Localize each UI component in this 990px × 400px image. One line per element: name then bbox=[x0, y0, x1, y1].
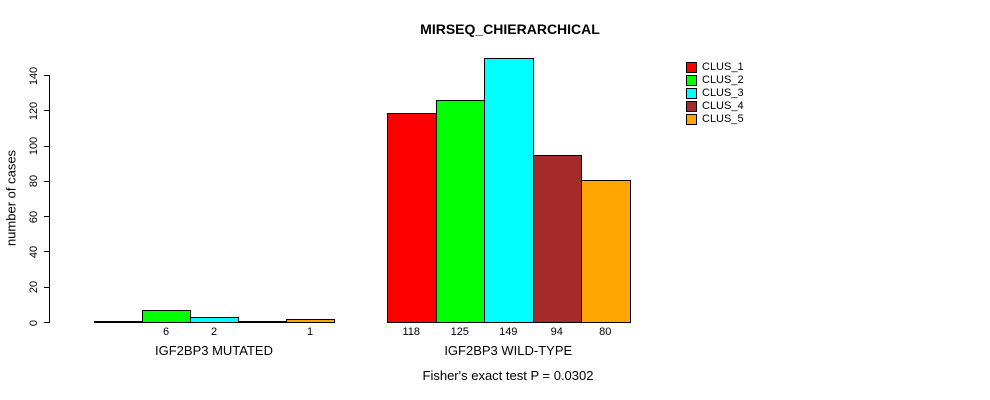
legend-label: CLUS_2 bbox=[702, 74, 744, 86]
legend-item-clus_5: CLUS_5 bbox=[686, 113, 744, 126]
bar-clus_4 bbox=[238, 321, 287, 323]
bar-clus_3 bbox=[484, 58, 534, 323]
legend-item-clus_3: CLUS_3 bbox=[686, 87, 744, 100]
y-tick-label: 120 bbox=[28, 101, 40, 120]
y-tick-label: 40 bbox=[28, 245, 40, 259]
group-label: IGF2BP3 WILD-TYPE bbox=[444, 343, 573, 358]
legend-label: CLUS_1 bbox=[702, 61, 744, 73]
y-tick-label: 60 bbox=[28, 210, 40, 223]
group-label: IGF2BP3 MUTATED bbox=[155, 343, 273, 358]
legend-label: CLUS_3 bbox=[702, 87, 744, 99]
legend-swatch-clus_2 bbox=[686, 75, 697, 86]
y-axis-line bbox=[49, 75, 50, 323]
bar-clus_2 bbox=[435, 100, 485, 323]
bar-value-label: 6 bbox=[162, 326, 170, 338]
y-tick-mark bbox=[44, 251, 49, 253]
legend-swatch-clus_1 bbox=[686, 62, 697, 73]
y-tick-mark bbox=[44, 145, 49, 147]
y-tick-mark bbox=[44, 110, 49, 112]
bar-clus_1 bbox=[387, 112, 437, 323]
y-tick-mark bbox=[44, 180, 49, 182]
y-tick-label: 100 bbox=[28, 136, 40, 156]
legend-swatch-clus_5 bbox=[686, 114, 697, 125]
bar-value-label: 94 bbox=[550, 326, 563, 338]
y-tick-label: 80 bbox=[28, 175, 40, 188]
bar-value-label: 1 bbox=[306, 326, 314, 338]
bar-value-label: 2 bbox=[210, 326, 218, 338]
bar-value-label: 118 bbox=[402, 326, 421, 338]
bar-clus_2 bbox=[142, 310, 191, 323]
y-tick-label: 140 bbox=[28, 66, 40, 85]
y-tick-mark bbox=[44, 216, 49, 218]
legend-item-clus_2: CLUS_2 bbox=[686, 74, 744, 87]
legend: CLUS_1 CLUS_2 CLUS_3 CLUS_4 CLUS_5 bbox=[686, 61, 744, 126]
bar-clus_5 bbox=[581, 179, 631, 323]
legend-swatch-clus_3 bbox=[686, 88, 697, 99]
chart-title: MIRSEQ_CHIERARCHICAL bbox=[420, 21, 600, 37]
y-tick-label: 20 bbox=[28, 281, 40, 294]
legend-label: CLUS_5 bbox=[702, 113, 744, 125]
bar-clus_5 bbox=[286, 319, 335, 323]
y-tick-mark bbox=[44, 322, 49, 323]
bar-clus_4 bbox=[532, 155, 582, 323]
legend-swatch-clus_4 bbox=[686, 101, 697, 112]
bar-value-label: 149 bbox=[499, 326, 518, 338]
bar-value-label: 125 bbox=[450, 326, 469, 338]
y-tick-mark bbox=[44, 286, 49, 288]
fisher-test-annotation: Fisher's exact test P = 0.0302 bbox=[422, 368, 594, 383]
legend-item-clus_4: CLUS_4 bbox=[686, 100, 744, 113]
legend-label: CLUS_4 bbox=[702, 100, 744, 112]
bar-clus_3 bbox=[190, 317, 239, 323]
bar-clus_1 bbox=[94, 321, 143, 323]
bar-value-label: 80 bbox=[599, 326, 612, 338]
y-axis-title: number of cases bbox=[3, 149, 19, 247]
y-tick-label: 0 bbox=[28, 319, 40, 326]
legend-item-clus_1: CLUS_1 bbox=[686, 61, 744, 74]
y-tick-mark bbox=[44, 75, 49, 76]
